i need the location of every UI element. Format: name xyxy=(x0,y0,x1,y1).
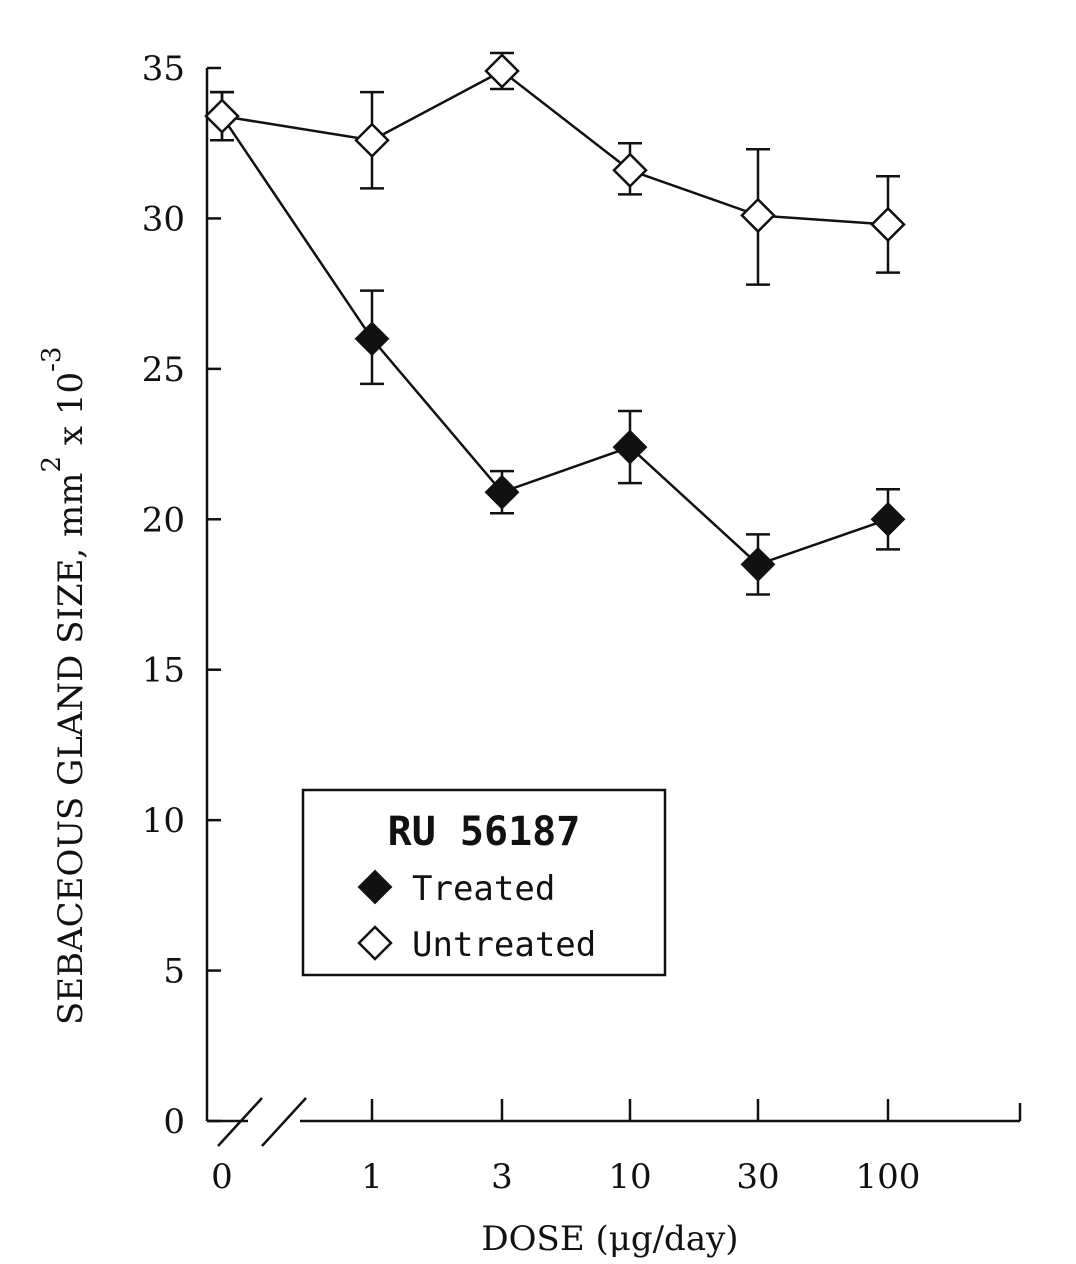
data-point-untreated xyxy=(870,206,906,243)
y-tick-label: 15 xyxy=(142,651,185,691)
y-axis-title-main: SEBACEOUS GLAND SIZE, mm xyxy=(51,473,91,1025)
data-point-untreated xyxy=(484,53,520,89)
y-axis-title: SEBACEOUS GLAND SIZE, mm2 x 10-3 xyxy=(37,347,91,1025)
x-tick-label: 100 xyxy=(856,1157,921,1197)
legend-title: RU 56187 xyxy=(388,809,581,855)
data-point-untreated xyxy=(354,122,390,158)
x-tick-label: 1 xyxy=(361,1157,383,1197)
x-tick-label: 0 xyxy=(211,1157,233,1197)
series-line-untreated xyxy=(221,69,889,226)
data-point-untreated xyxy=(740,197,776,234)
legend-untreated-label: Untreated xyxy=(412,925,596,965)
data-point-treated xyxy=(870,501,906,537)
data-point-treated xyxy=(612,429,648,465)
data-point-untreated xyxy=(612,152,648,189)
y-tick-label: 10 xyxy=(142,801,185,841)
data-point-treated xyxy=(354,321,390,357)
series-treated xyxy=(204,90,906,596)
y-tick-label: 35 xyxy=(142,49,185,89)
series-line-treated xyxy=(220,115,889,566)
y-tick-label: 30 xyxy=(142,199,185,239)
data-point-treated xyxy=(484,474,520,510)
y-tick-label: 20 xyxy=(142,500,185,540)
x-axis-title: DOSE (μg/day) xyxy=(481,1219,738,1259)
y-tick-label: 25 xyxy=(142,350,185,390)
series-untreated xyxy=(204,51,906,286)
x-tick-label: 10 xyxy=(608,1157,651,1197)
y-axis-title-suffix: x 10 xyxy=(51,372,91,456)
x-tick-label: 3 xyxy=(491,1157,513,1197)
y-axis-title-suffix-exponent: -3 xyxy=(37,347,67,372)
data-point-treated xyxy=(740,546,776,582)
y-axis-title-unit-exponent: 2 xyxy=(37,456,67,473)
axes: 0 5 10 15 20 25 30 35 0 1 3 10 30 100 xyxy=(142,49,1022,1197)
y-tick-label: 5 xyxy=(163,952,185,992)
legend: RU 56187 Treated Untreated xyxy=(301,788,667,977)
x-axis-break-mark xyxy=(217,1097,263,1147)
legend-untreated-marker xyxy=(357,925,393,961)
x-tick-label: 30 xyxy=(736,1157,779,1197)
data-point-untreated xyxy=(204,98,240,134)
y-tick-label: 0 xyxy=(163,1102,185,1142)
series-layer xyxy=(204,51,906,596)
x-axis-break-mark xyxy=(261,1097,307,1147)
legend-treated-marker xyxy=(357,869,393,905)
legend-treated-label: Treated xyxy=(412,869,555,909)
